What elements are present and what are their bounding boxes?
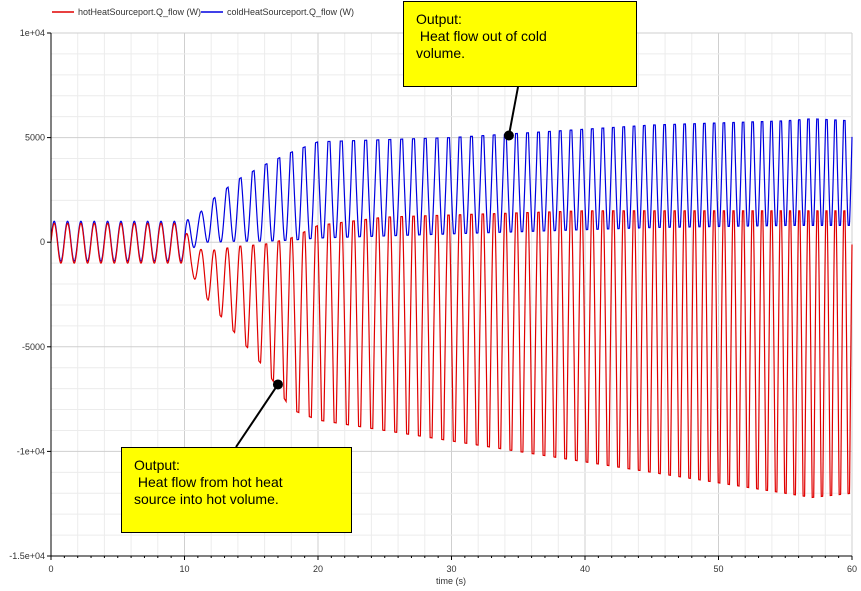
y-tick-label: -1e+04 bbox=[17, 446, 45, 456]
legend-label-hot: hotHeatSourceport.Q_flow (W) bbox=[78, 7, 201, 17]
x-tick-label: 20 bbox=[313, 564, 323, 574]
annotation-connector-hot bbox=[235, 383, 279, 448]
x-tick-label: 40 bbox=[580, 564, 590, 574]
y-tick-label: 1e+04 bbox=[20, 28, 45, 38]
x-tick-label: 60 bbox=[847, 564, 857, 574]
y-tick-label: -5000 bbox=[22, 342, 45, 352]
annotation-marker-hot bbox=[272, 379, 283, 390]
annotation-box-hot: Output: Heat flow from hot heat source i… bbox=[121, 447, 352, 533]
x-tick-label: 0 bbox=[48, 564, 53, 574]
annotation-connector-cold bbox=[507, 86, 519, 136]
annotation-marker-cold bbox=[503, 130, 514, 141]
series-layer bbox=[50, 118, 853, 499]
annotation-layer bbox=[235, 86, 519, 448]
y-tick-label: -1.5e+04 bbox=[9, 551, 45, 561]
y-tick-label: 5000 bbox=[25, 133, 45, 143]
legend-label-cold: coldHeatSourceport.Q_flow (W) bbox=[227, 7, 354, 17]
x-axis-title: time (s) bbox=[436, 576, 466, 586]
x-tick-label: 30 bbox=[446, 564, 456, 574]
annotation-box-cold: Output: Heat flow out of cold volume. bbox=[403, 1, 637, 87]
x-tick-label: 50 bbox=[713, 564, 723, 574]
legend: hotHeatSourceport.Q_flow (W) coldHeatSou… bbox=[52, 7, 354, 17]
y-tick-label: 0 bbox=[40, 237, 45, 247]
x-tick-label: 10 bbox=[179, 564, 189, 574]
ticks: 0 10 20 30 40 50 60 1e+04 5000 0 -5000 -1e+04 -1.5e+… bbox=[9, 28, 857, 574]
series-hot-heat-source-line bbox=[50, 210, 853, 499]
